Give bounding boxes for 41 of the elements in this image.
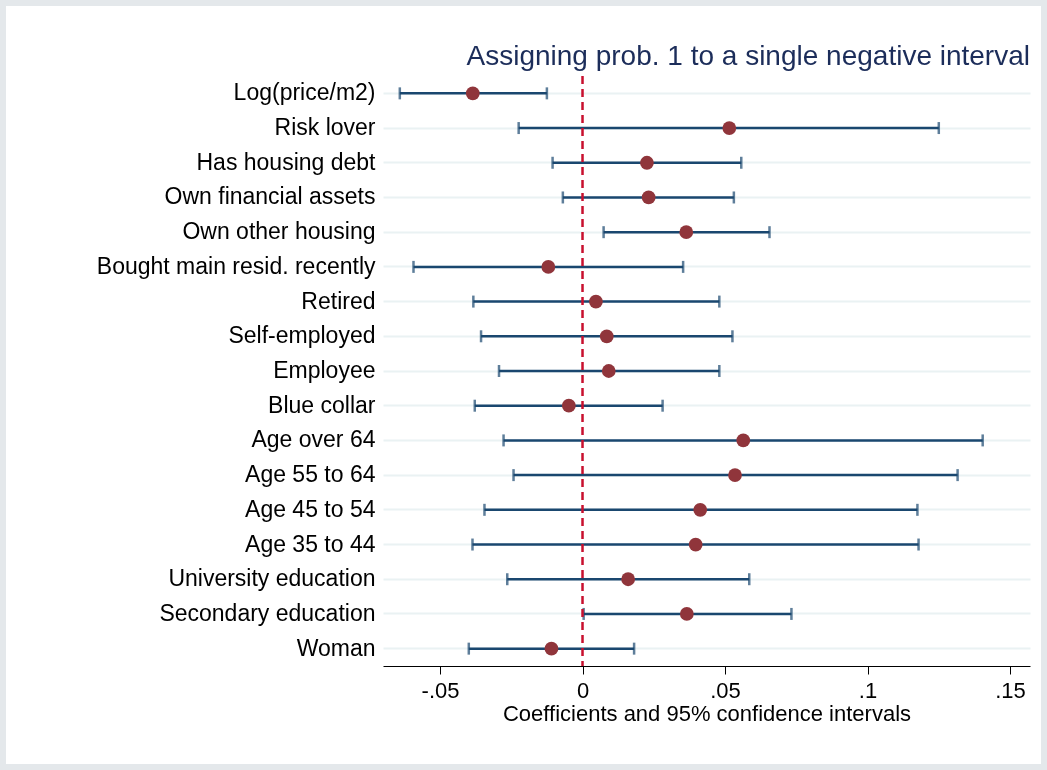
y-tick-label: Has housing debt <box>196 148 377 175</box>
y-tick-label: Own other housing <box>182 218 376 245</box>
y-tick-label: Risk lover <box>274 114 376 141</box>
point <box>589 294 603 309</box>
x-tick-label: .15 <box>995 677 1026 703</box>
point <box>736 433 751 448</box>
point <box>465 86 480 101</box>
point <box>693 502 708 517</box>
point <box>679 607 694 621</box>
point <box>641 190 656 205</box>
y-tick-label: Age 55 to 64 <box>245 461 376 488</box>
y-tick-label: Secondary education <box>159 599 376 626</box>
point <box>679 225 694 240</box>
y-tick-label: Blue collar <box>268 391 376 418</box>
x-tick-label: .05 <box>710 677 741 703</box>
point <box>544 641 559 656</box>
x-axis-title: Coefficients and 95% confidence intervals <box>502 700 912 726</box>
y-tick-label: Woman <box>296 634 376 661</box>
y-tick-label: Log(price/m2) <box>233 79 376 106</box>
chart-title: Assigning prob. 1 to a single negative interval <box>466 39 1030 71</box>
point <box>640 155 654 170</box>
point <box>621 572 636 587</box>
y-tick-label: Employee <box>273 357 376 383</box>
point <box>599 329 614 344</box>
y-tick-label: Self-employed <box>228 322 376 349</box>
point <box>688 537 703 552</box>
y-tick-label: Retired <box>301 287 376 314</box>
y-tick-label: Bought main resid. recently <box>96 252 376 279</box>
y-tick-label: Age 45 to 54 <box>245 495 376 522</box>
point <box>561 398 576 413</box>
x-tick-label: 0 <box>576 677 590 703</box>
y-tick-label: University education <box>168 565 376 592</box>
y-tick-label: Age 35 to 44 <box>245 530 376 557</box>
x-tick-label: -.05 <box>421 677 460 703</box>
point <box>541 260 556 274</box>
y-tick-label: Own financial assets <box>164 183 376 210</box>
y-tick-label: Age over 64 <box>251 426 376 453</box>
point <box>601 364 616 378</box>
x-tick-label: .1 <box>858 677 878 703</box>
point <box>728 468 742 482</box>
point <box>722 121 737 135</box>
